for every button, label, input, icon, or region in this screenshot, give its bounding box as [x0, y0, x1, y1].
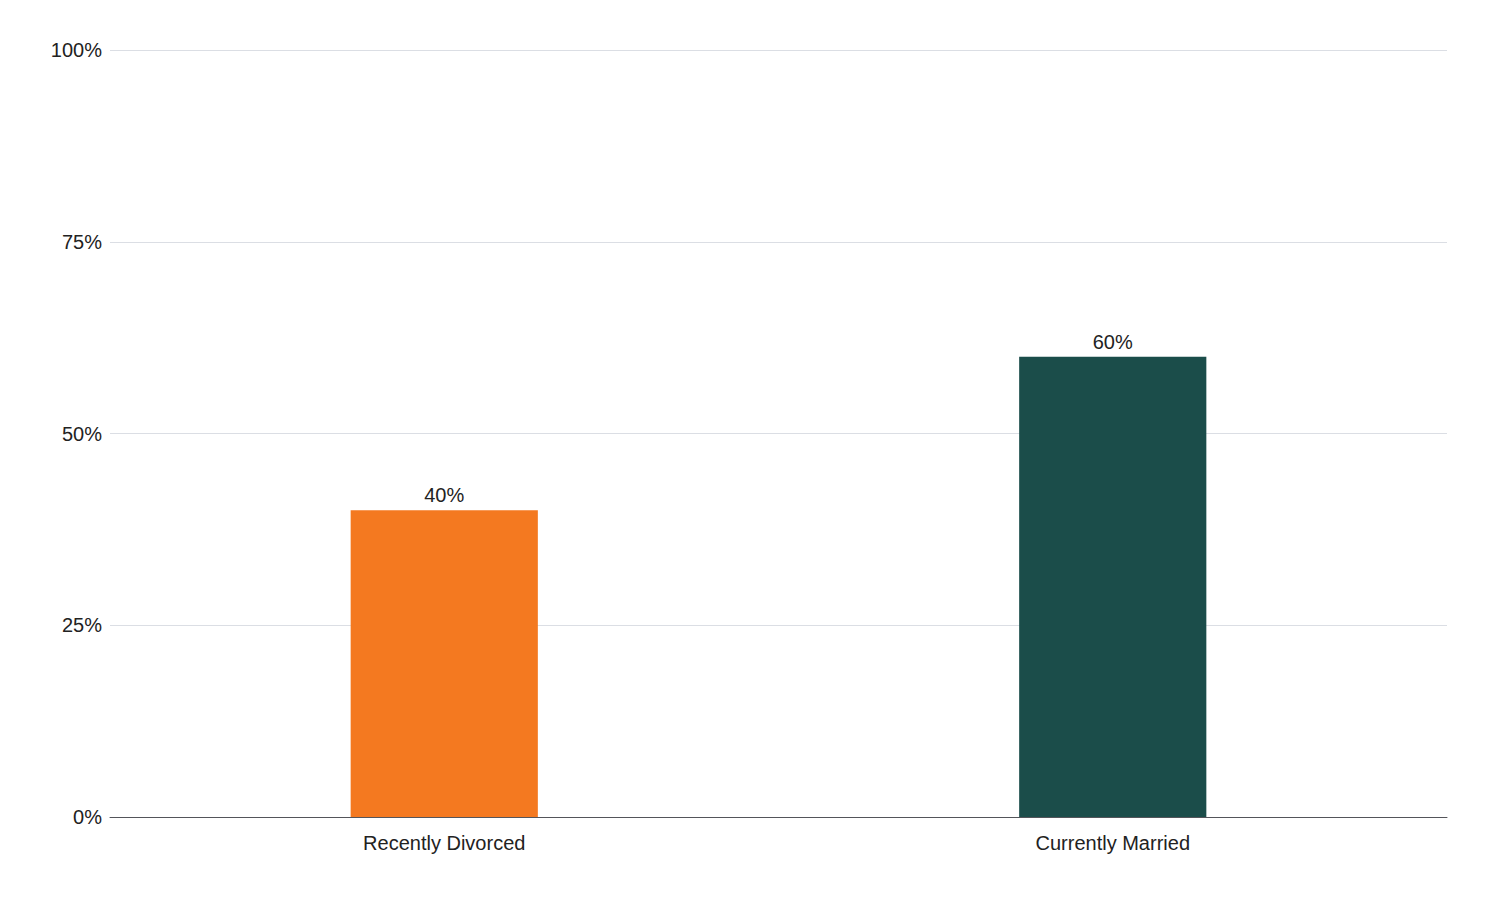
svg-text:50%: 50%: [62, 423, 102, 445]
svg-text:60%: 60%: [1093, 331, 1133, 353]
svg-text:40%: 40%: [424, 484, 464, 506]
svg-text:100%: 100%: [51, 39, 102, 61]
svg-text:75%: 75%: [62, 231, 102, 253]
svg-text:Currently Married: Currently Married: [1036, 832, 1190, 854]
svg-text:25%: 25%: [62, 614, 102, 636]
svg-text:Recently Divorced: Recently Divorced: [363, 832, 525, 854]
svg-text:0%: 0%: [73, 806, 102, 828]
